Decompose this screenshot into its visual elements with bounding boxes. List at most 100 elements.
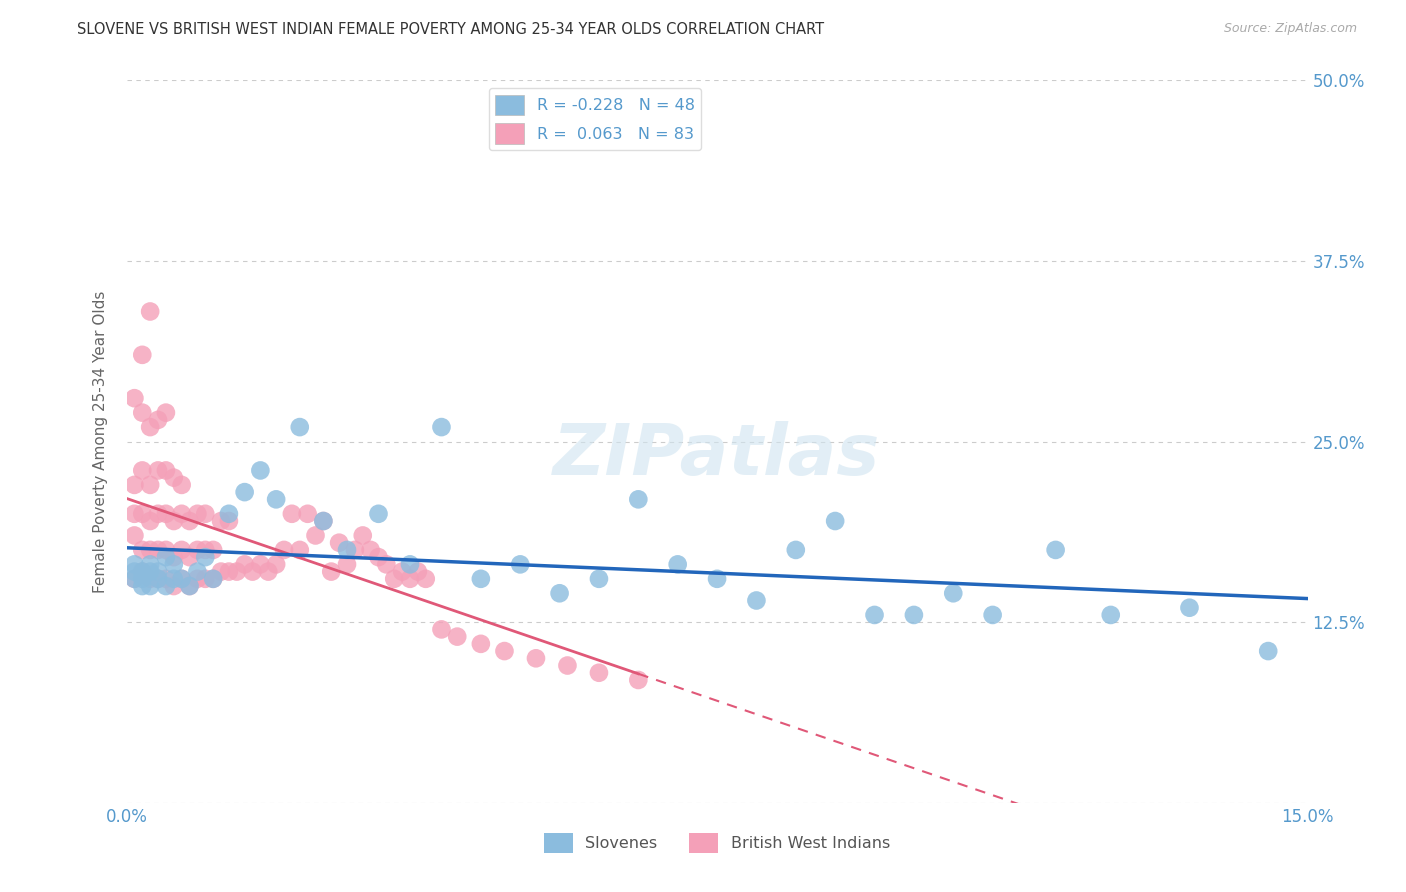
Point: [249, 558, 271, 572]
Point: [218, 514, 240, 528]
Point: [194, 542, 217, 557]
Point: [194, 507, 217, 521]
Point: [627, 673, 650, 687]
Point: [249, 463, 271, 477]
Point: [1045, 542, 1067, 557]
Point: [139, 420, 162, 434]
Point: [321, 565, 343, 579]
Point: [155, 550, 177, 565]
Point: [336, 558, 359, 572]
Point: [146, 507, 169, 521]
Point: [163, 470, 186, 484]
Point: [343, 542, 366, 557]
Point: [312, 514, 335, 528]
Point: [666, 558, 689, 572]
Point: [375, 558, 398, 572]
Point: [281, 507, 304, 521]
Point: [264, 492, 287, 507]
Point: [304, 528, 326, 542]
Point: [352, 528, 374, 542]
Point: [186, 572, 208, 586]
Point: [367, 507, 389, 521]
Point: [186, 542, 208, 557]
Point: [202, 572, 225, 586]
Legend: Slovenes, British West Indians: Slovenes, British West Indians: [537, 827, 897, 860]
Point: [391, 565, 413, 579]
Point: [202, 572, 225, 586]
Point: [179, 579, 201, 593]
Point: [257, 565, 280, 579]
Point: [588, 665, 610, 680]
Point: [139, 542, 162, 557]
Point: [170, 572, 193, 586]
Point: [139, 478, 162, 492]
Point: [470, 637, 492, 651]
Point: [131, 463, 153, 477]
Point: [415, 572, 437, 586]
Point: [209, 514, 232, 528]
Point: [557, 658, 579, 673]
Point: [131, 507, 153, 521]
Point: [218, 507, 240, 521]
Point: [131, 565, 153, 579]
Point: [131, 579, 153, 593]
Point: [225, 565, 247, 579]
Point: [131, 406, 153, 420]
Point: [328, 535, 350, 549]
Point: [146, 413, 169, 427]
Point: [186, 507, 208, 521]
Point: [430, 623, 453, 637]
Point: [1257, 644, 1279, 658]
Point: [981, 607, 1004, 622]
Point: [524, 651, 547, 665]
Point: [218, 565, 240, 579]
Point: [170, 478, 193, 492]
Point: [273, 542, 295, 557]
Point: [430, 420, 453, 434]
Point: [785, 542, 807, 557]
Point: [131, 572, 153, 586]
Point: [163, 572, 186, 586]
Point: [139, 558, 162, 572]
Point: [146, 572, 169, 586]
Point: [124, 565, 146, 579]
Point: [588, 572, 610, 586]
Point: [824, 514, 846, 528]
Point: [297, 507, 319, 521]
Point: [146, 572, 169, 586]
Point: [170, 542, 193, 557]
Point: [446, 630, 468, 644]
Point: [124, 507, 146, 521]
Point: [179, 514, 201, 528]
Point: [903, 607, 925, 622]
Point: [264, 558, 287, 572]
Point: [706, 572, 728, 586]
Point: [509, 558, 531, 572]
Point: [124, 572, 146, 586]
Point: [1178, 600, 1201, 615]
Point: [382, 572, 405, 586]
Point: [194, 550, 217, 565]
Point: [155, 572, 177, 586]
Point: [155, 463, 177, 477]
Text: Source: ZipAtlas.com: Source: ZipAtlas.com: [1223, 22, 1357, 36]
Point: [131, 542, 153, 557]
Point: [233, 558, 256, 572]
Point: [163, 558, 186, 572]
Point: [155, 542, 177, 557]
Point: [163, 579, 186, 593]
Point: [194, 572, 217, 586]
Point: [470, 572, 492, 586]
Point: [367, 550, 389, 565]
Point: [863, 607, 886, 622]
Y-axis label: Female Poverty Among 25-34 Year Olds: Female Poverty Among 25-34 Year Olds: [93, 291, 108, 592]
Point: [1099, 607, 1122, 622]
Point: [139, 304, 162, 318]
Point: [233, 485, 256, 500]
Point: [548, 586, 571, 600]
Point: [155, 406, 177, 420]
Point: [163, 550, 186, 565]
Point: [312, 514, 335, 528]
Point: [170, 507, 193, 521]
Point: [131, 565, 153, 579]
